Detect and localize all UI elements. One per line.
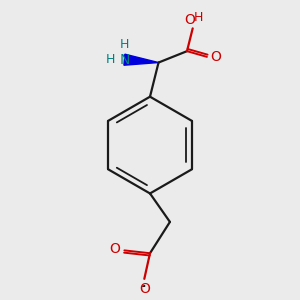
Polygon shape bbox=[124, 54, 158, 65]
Text: O: O bbox=[184, 13, 195, 27]
Text: H: H bbox=[106, 53, 116, 66]
Text: O: O bbox=[139, 282, 150, 296]
Text: O: O bbox=[210, 50, 221, 64]
Text: H: H bbox=[120, 38, 129, 50]
Text: O: O bbox=[110, 242, 120, 256]
Text: N: N bbox=[119, 53, 130, 67]
Text: H: H bbox=[194, 11, 203, 24]
